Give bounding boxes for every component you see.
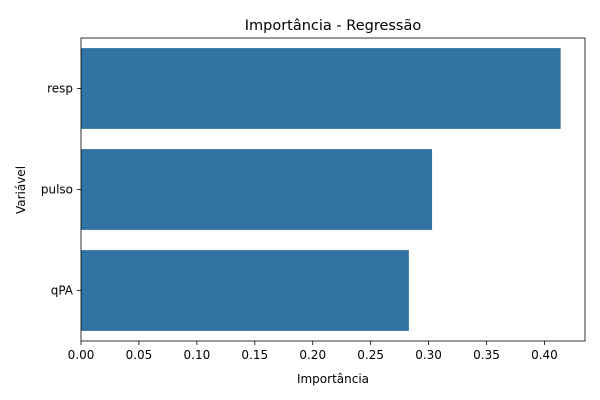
bars-layer xyxy=(81,48,561,331)
x-tick-label: 0.05 xyxy=(126,348,153,362)
y-axis-label: Variável xyxy=(14,166,28,214)
x-tick-label: 0.00 xyxy=(68,348,95,362)
x-tick-label: 0.25 xyxy=(357,348,384,362)
y-tick-label-pulso: pulso xyxy=(41,183,73,197)
bar-resp xyxy=(81,48,561,129)
y-tick-label-qPA: qPA xyxy=(51,284,74,298)
x-tick-label: 0.30 xyxy=(415,348,442,362)
x-axis-label: Importância xyxy=(297,372,369,386)
x-tick-label: 0.40 xyxy=(531,348,558,362)
x-tick-label: 0.10 xyxy=(184,348,211,362)
bar-qPA xyxy=(81,250,409,331)
x-tick-label: 0.20 xyxy=(299,348,326,362)
axes-layer: resp pulso qPA 0.00 0.05 0.10 0.15 0.20 0.25 0.30… xyxy=(41,37,586,362)
y-tick-label-resp: resp xyxy=(47,82,73,96)
plot-frame xyxy=(80,37,586,342)
chart-title: Importância - Regressão xyxy=(245,18,422,34)
x-tick-label: 0.15 xyxy=(241,348,268,362)
bar-pulso xyxy=(81,149,433,230)
x-tick-label: 0.35 xyxy=(473,348,500,362)
